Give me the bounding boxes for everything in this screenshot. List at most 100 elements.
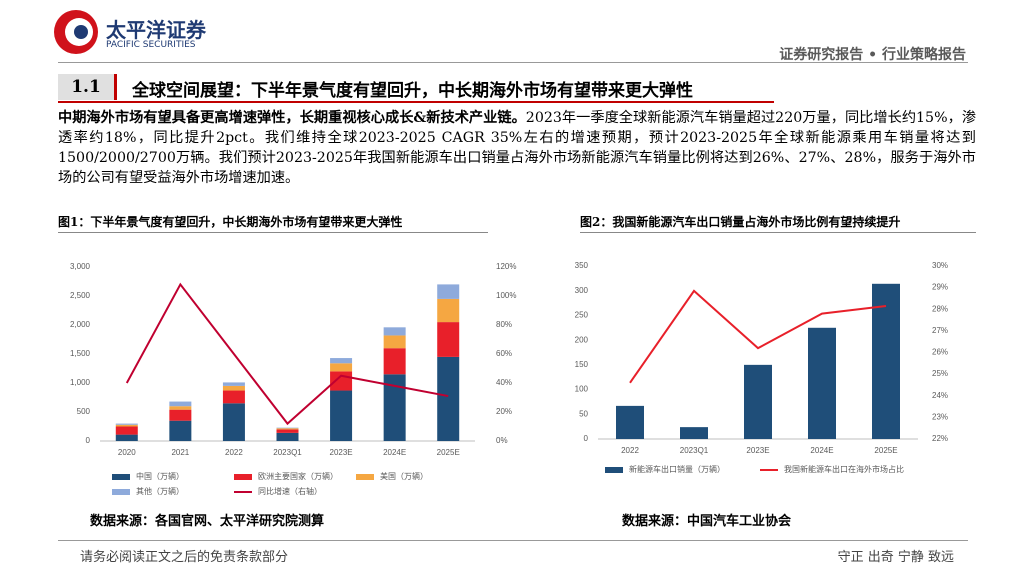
x-tick-label: 2021 [171,448,189,457]
y-tick-label: 1,000 [70,378,91,387]
bar [276,429,299,433]
figure-source: 数据来源：中国汽车工业协会 [622,514,792,529]
y-tick-label: 500 [77,407,91,416]
y-tick-label: 200 [575,335,589,344]
y-tick-label: 50 [579,409,588,418]
legend-label: 我国新能源车出口在海外市场占比 [784,464,904,474]
report-type: 证券研究报告 • 行业策略报告 [779,47,966,63]
section-title: 全球空间展望：下半年景气度有望回升，中长期海外市场有望带来更大弹性 [132,81,693,101]
line-series [125,282,449,426]
y-tick-label: 22% [932,434,948,443]
bar [169,409,192,421]
y-tick-label: 350 [575,261,589,270]
legend-label: 新能源车出口销量（万辆） [629,464,725,474]
figure-rule [58,232,488,233]
y-tick-label: 80% [496,320,512,329]
bar [383,335,406,349]
figure-rule [580,232,976,233]
y-tick-label: 120% [496,262,516,271]
section-number: 1.1 [58,74,117,100]
y-tick-label: 60% [496,349,512,358]
bar [330,358,353,364]
footer-rule [58,540,968,541]
bar [276,427,299,429]
bar [437,298,460,323]
x-tick-label: 2023Q1 [273,448,302,457]
bar [437,284,460,299]
y-tick-label: 23% [932,412,948,421]
paragraph: 中期海外市场有望具备更高增速弹性，长期重视核心成长&新技术产业链。2023年一季… [58,108,976,188]
x-tick-label: 2022 [225,448,243,457]
y-tick-label: 25% [932,369,948,378]
legend-swatch [112,474,130,480]
x-tick-label: 2022 [621,446,639,455]
figure-title: 图1：下半年景气度有望回升，中长期海外市场有望带来更大弹性 [58,215,403,229]
logo-en: PACIFIC SECURITIES [106,40,196,50]
x-tick-label: 2025E [437,448,460,457]
bar [222,382,245,386]
bar [383,327,406,336]
bar [276,428,299,430]
y-tick-label: 2,500 [70,291,91,300]
y-tick-label: 3,000 [70,262,91,271]
legend-label: 美国（万辆） [380,471,428,481]
bar [437,356,460,441]
bar [383,374,406,441]
paragraph-text: 2023年一季度全球新能源汽车销量超过220万量，同比增长约15%，渗透率约18… [58,110,977,186]
legend-label: 欧洲主要国家（万辆） [258,471,338,481]
legend-label: 同比增速（右轴） [258,486,322,496]
x-tick-label: 2025E [874,446,897,455]
bar [115,423,138,425]
footer-left: 请务必阅读正文之后的免责条款部分 [80,550,289,565]
header-rule [58,62,968,63]
y-tick-label: 40% [496,378,512,387]
y-tick-label: 150 [575,360,589,369]
y-tick-label: 30% [932,261,948,270]
y-tick-label: 26% [932,348,948,357]
y-tick-label: 0 [86,436,91,445]
legend-swatch [234,474,252,480]
bar [222,403,245,441]
legend-swatch [112,489,130,495]
figure-title: 图2：我国新能源汽车出口销量占海外市场比例有望持续提升 [580,215,901,229]
y-tick-label: 250 [575,311,589,320]
legend-label: 中国（万辆） [136,471,184,481]
bar [330,390,353,441]
bar [115,426,138,435]
y-tick-label: 29% [932,283,948,292]
logo-icon [54,10,98,54]
x-tick-label: 2023Q1 [680,446,709,455]
bar [169,401,192,407]
legend-swatch [605,467,623,473]
paragraph-lead: 中期海外市场有望具备更高增速弹性，长期重视核心成长&新技术产业链。 [58,110,526,126]
bar [222,390,245,404]
y-tick-label: 27% [932,326,948,335]
section-rule [58,101,774,103]
line-series [629,289,887,384]
y-tick-label: 100 [575,385,589,394]
y-tick-label: 300 [575,286,589,295]
logo-cn: 太平洋证券 [106,18,206,42]
bar [383,348,406,375]
y-tick-label: 0% [496,436,508,445]
x-tick-label: 2023E [746,446,769,455]
bar [169,406,192,410]
bar [616,405,644,439]
figure-source: 数据来源：各国官网、太平洋研究院测算 [90,514,325,529]
bar [808,327,836,439]
x-tick-label: 2023E [330,448,353,457]
bar [115,434,138,441]
legend-swatch [356,474,374,480]
y-tick-label: 100% [496,291,516,300]
bar [115,424,138,427]
x-tick-label: 2024E [383,448,406,457]
bar [330,363,353,372]
bar [169,420,192,441]
y-tick-label: 2,000 [70,320,91,329]
bar [744,364,772,439]
bar [437,322,460,357]
bar [276,432,299,441]
